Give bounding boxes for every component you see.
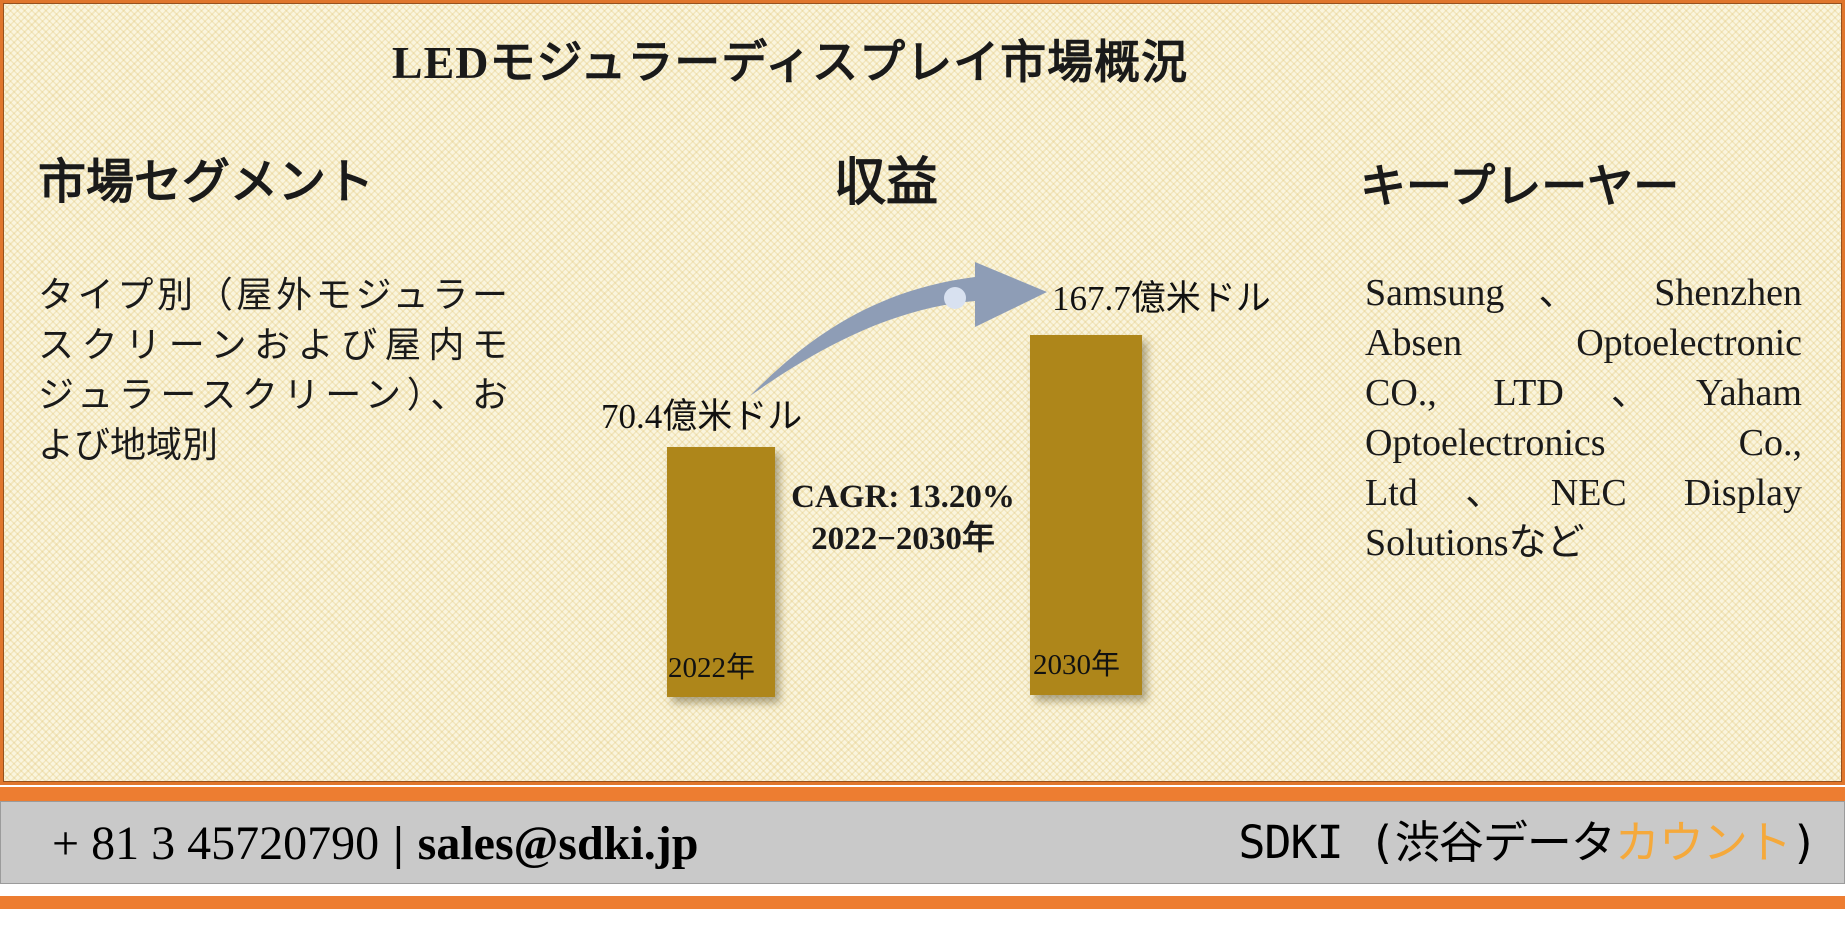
value-label-2030: 167.7億米ドル — [1052, 279, 1271, 318]
value-label-2022: 70.4億米ドル — [601, 397, 803, 436]
cagr-annotation: CAGR: 13.20% 2022−2030年 — [787, 476, 1019, 560]
heading-revenue: 収益 — [833, 155, 938, 212]
footer-top-orange-strip — [0, 787, 1845, 801]
footer-bottom-orange-strip — [0, 896, 1845, 909]
list-item: よび地域別 — [38, 425, 219, 465]
sdki-logo-highlight: カウント — [1614, 816, 1792, 869]
market-segments-text: タイプ別（屋外モジュラー スクリーンおよび屋内モ ジュラースクリーン）、お よび… — [38, 270, 508, 470]
heading-key-players: キープレーヤー — [1360, 161, 1680, 212]
sdki-logo: SDKI (渋谷データカウント) — [1238, 801, 1818, 884]
bar-2022 — [667, 447, 775, 697]
cagr-period: 2022−2030年 — [811, 521, 995, 557]
list-item: CO., LTD、Yaham — [1365, 372, 1802, 414]
list-item: タイプ別（屋外モジュラー — [38, 275, 508, 315]
list-item: Solutionsなど — [1365, 522, 1585, 564]
page-title: LEDモジュラーディスプレイ市場概況 — [391, 37, 1189, 88]
list-item: Absen Optoelectronic — [1365, 322, 1802, 364]
contact-separator: | — [393, 817, 404, 870]
bar-label-2030: 2030年 — [1033, 649, 1121, 681]
list-item: Ltd、NEC Display — [1365, 472, 1802, 514]
key-players-text: Samsung、 Shenzhen Absen Optoelectronic C… — [1365, 268, 1802, 568]
list-item: スクリーンおよび屋内モ — [38, 325, 508, 365]
list-item: Samsung、 Shenzhen — [1365, 272, 1802, 314]
bar-label-2022: 2022年 — [668, 652, 756, 684]
sdki-logo-prefix: SDKI (渋谷データ — [1238, 816, 1616, 869]
cagr-value: CAGR: 13.20% — [791, 479, 1015, 515]
contact-info: + 81 3 45720790 | sales@sdki.jp — [52, 801, 698, 884]
contact-phone: + 81 3 45720790 — [52, 817, 380, 870]
heading-market-segments: 市場セグメント — [38, 156, 375, 209]
footer-bar: + 81 3 45720790 | sales@sdki.jp SDKI (渋谷デー… — [0, 801, 1845, 884]
list-item: Optoelectronics Co., — [1365, 422, 1802, 464]
contact-email: sales@sdki.jp — [417, 817, 699, 870]
list-item: ジュラースクリーン）、お — [38, 375, 508, 415]
sdki-logo-suffix: ) — [1790, 816, 1818, 869]
bar-2030 — [1030, 335, 1142, 695]
